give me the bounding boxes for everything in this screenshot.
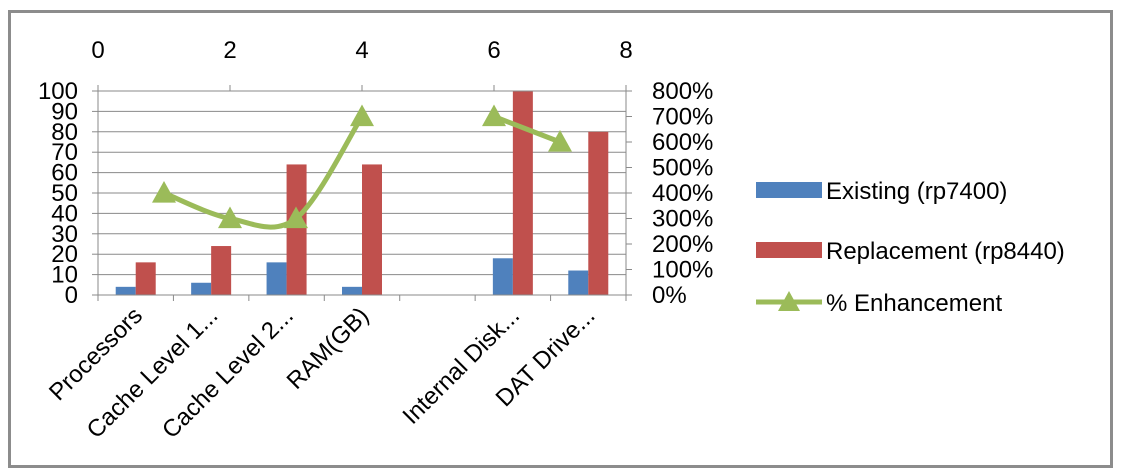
primary-y-tick-label: 90: [51, 98, 78, 125]
primary-y-tick-label: 50: [51, 180, 78, 207]
bar-existing: [568, 270, 589, 295]
primary-y-tick-label: 0: [65, 282, 78, 309]
category-label: Internal Disk...: [398, 302, 526, 430]
bar-replacement: [135, 262, 156, 295]
secondary-y-tick-label: 200%: [652, 231, 713, 258]
chart-frame: [8, 10, 1113, 468]
primary-y-tick-label: 20: [51, 241, 78, 268]
legend-label: % Enhancement: [826, 290, 1002, 317]
enhancement-line-segment: [163, 115, 365, 230]
secondary-y-tick-label: 500%: [652, 155, 713, 182]
secondary-y-tick-label: 100%: [652, 257, 713, 284]
secondary-y-tick-label: 400%: [652, 180, 713, 207]
primary-y-tick-label: 10: [51, 262, 78, 289]
secondary-y-tick-label: 300%: [652, 206, 713, 233]
secondary-y-tick-label: 800%: [652, 78, 713, 105]
primary-y-tick-label: 40: [51, 200, 78, 227]
legend-marker: [778, 291, 800, 311]
enhancement-marker: [548, 130, 572, 152]
bar-existing: [492, 258, 513, 295]
bar-replacement: [362, 164, 382, 295]
top-x-tick-label: 8: [619, 37, 632, 64]
top-x-tick-label: 2: [223, 37, 236, 64]
top-x-tick-label: 6: [487, 37, 500, 64]
category-label: Cache Level 2...: [157, 302, 299, 444]
bar-existing: [266, 262, 287, 295]
legend-swatch: [756, 242, 822, 258]
bar-replacement: [286, 164, 307, 295]
enhancement-marker: [350, 104, 374, 127]
legend: Existing (rp7400) Replacement (rp8440) % E…: [756, 178, 1065, 317]
bar-replacement: [211, 246, 232, 295]
enhancement-marker: [152, 181, 176, 203]
bar-replacement: [588, 131, 609, 295]
primary-y-tick-label: 70: [51, 139, 78, 166]
primary-y-tick-label: 80: [51, 119, 78, 146]
category-label: Cache Level 1...: [82, 302, 224, 444]
bar-existing: [115, 286, 136, 295]
primary-y-tick-label: 100: [38, 78, 78, 105]
axes: [92, 85, 632, 301]
enhancement-marker: [218, 206, 242, 229]
top-x-tick-label: 4: [355, 37, 368, 64]
primary-y-tick-label: 60: [51, 160, 78, 187]
bar-replacement: [512, 91, 533, 295]
secondary-y-tick-label: 600%: [652, 129, 713, 156]
enhancement-line: [152, 104, 572, 230]
bar-existing: [191, 282, 212, 295]
legend-swatch: [756, 182, 822, 198]
legend-label: Existing (rp7400): [826, 178, 1007, 205]
secondary-y-tick-label: 0%: [652, 282, 687, 309]
bar-existing: [342, 286, 362, 295]
enhancement-marker: [284, 206, 308, 229]
category-label: RAM(GB): [282, 302, 375, 395]
bars: [115, 91, 609, 295]
enhancement-marker: [482, 104, 506, 127]
secondary-y-tick-label: 700%: [652, 104, 713, 131]
top-x-tick-label: 0: [91, 37, 104, 64]
primary-y-tick-label: 30: [51, 221, 78, 248]
legend-label: Replacement (rp8440): [826, 238, 1065, 265]
